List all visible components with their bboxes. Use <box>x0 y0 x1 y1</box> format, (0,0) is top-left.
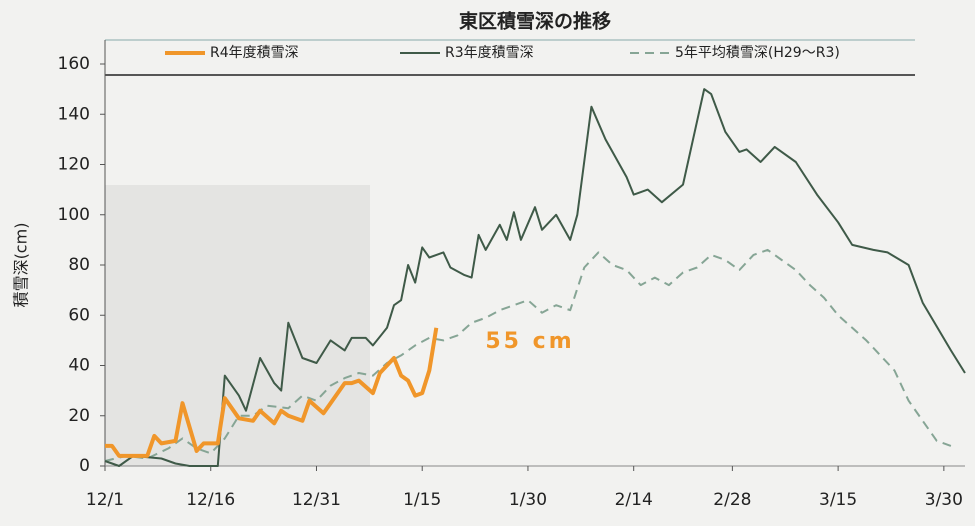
x-tick-label: 2/14 <box>615 490 653 510</box>
y-tick-label: 120 <box>58 155 90 175</box>
x-tick-label: 2/28 <box>713 490 751 510</box>
y-tick-label: 80 <box>68 255 90 275</box>
scan-shade <box>105 185 370 466</box>
legend-label: 5年平均積雪深(H29～R3) <box>675 45 840 61</box>
y-tick-label: 140 <box>58 104 90 124</box>
y-axis-label: 積雪深(cm) <box>12 223 31 308</box>
annotation: 55 cm <box>485 329 574 354</box>
y-tick-label: 40 <box>68 356 90 376</box>
x-tick-label: 3/15 <box>819 490 857 510</box>
x-tick-label: 12/16 <box>186 490 235 510</box>
x-tick-label: 12/1 <box>86 490 124 510</box>
y-tick-label: 60 <box>68 305 90 325</box>
x-tick-label: 1/30 <box>509 490 547 510</box>
y-tick-label: 100 <box>58 205 90 225</box>
y-tick-label: 20 <box>68 406 90 426</box>
x-tick-label: 3/30 <box>925 490 963 510</box>
y-tick-label: 0 <box>79 456 90 476</box>
x-tick-label: 1/15 <box>403 490 441 510</box>
chart-title: 東区積雪深の推移 <box>459 10 611 33</box>
series-line <box>104 88 966 467</box>
series-line <box>105 327 439 458</box>
legend-label: R3年度積雪深 <box>445 45 534 61</box>
x-tick-label: 12/31 <box>292 490 341 510</box>
legend-label: R4年度積雪深 <box>210 45 299 61</box>
y-tick-label: 160 <box>58 54 90 74</box>
series-line <box>104 248 952 462</box>
